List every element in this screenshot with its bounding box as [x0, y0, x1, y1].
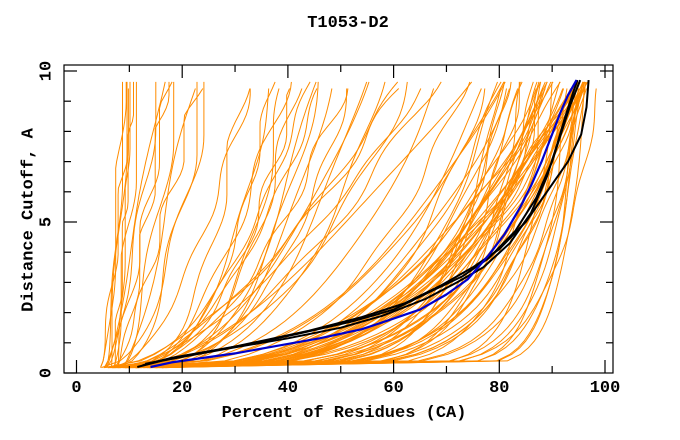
ensemble-curve: [104, 81, 276, 369]
ensemble-curve: [133, 88, 280, 369]
ensemble-curve: [112, 81, 506, 369]
ensemble-curve: [112, 88, 348, 369]
ensemble-curve: [107, 81, 408, 369]
ensemble-curve: [100, 88, 129, 368]
y-tick-label: 10: [37, 60, 57, 82]
ensemble-curve: [114, 81, 134, 368]
ensemble-curve: [130, 81, 442, 369]
ensemble-curve: [159, 81, 577, 369]
x-tick-label: 20: [171, 379, 193, 398]
ensemble-curve: [106, 81, 173, 368]
ensemble-curve: [120, 88, 303, 369]
reference-curve-3: [145, 80, 590, 365]
x-tick-label: 0: [71, 379, 82, 398]
ensemble-curve: [114, 81, 581, 369]
ensemble-curve: [114, 81, 542, 369]
ensemble-curve: [108, 88, 291, 369]
ensemble-curve: [118, 81, 368, 369]
x-axis-label: Percent of Residues (CA): [221, 404, 467, 423]
ensemble-curve: [118, 81, 198, 369]
ensemble-curve: [135, 81, 473, 369]
ensemble-curve: [100, 81, 127, 368]
ensemble-curve: [122, 81, 399, 369]
ensemble-curve: [145, 81, 534, 369]
ensemble-curve: [117, 81, 170, 368]
ensemble-curve: [104, 81, 123, 368]
ensemble-curve: [101, 81, 205, 369]
y-axis-label: Distance Cutoff, A: [19, 128, 39, 312]
ensemble-curve: [114, 88, 251, 369]
ensemble-curve: [145, 81, 319, 369]
ensemble-curve: [138, 81, 471, 369]
ensemble-curve: [114, 88, 204, 368]
best-model-curve: [150, 79, 578, 369]
x-tick-label: 60: [383, 379, 404, 398]
ensemble-curve: [120, 88, 270, 369]
y-tick-label: 5: [37, 216, 57, 228]
ensemble-curve: [136, 81, 521, 369]
ensemble-curve: [116, 81, 505, 369]
ensemble-curve: [122, 88, 196, 368]
plot-frame: [63, 64, 614, 374]
ensemble-curve: [140, 81, 292, 369]
ensemble-curve: [113, 88, 251, 369]
ensemble-curve: [136, 88, 597, 369]
y-tick-label: 0: [37, 367, 57, 379]
ensemble-curve: [114, 88, 482, 369]
ensemble-curve: [110, 88, 435, 369]
ensemble-curve: [155, 88, 579, 369]
x-tick-label: 100: [589, 379, 621, 398]
ensemble-curve: [143, 81, 552, 369]
ensemble-curve: [135, 81, 386, 369]
ensemble-curve: [134, 88, 349, 369]
ensemble-curve: [139, 81, 317, 369]
ensemble-curve: [125, 81, 553, 369]
ensemble-curve: [119, 81, 175, 368]
x-tick-label: 40: [277, 379, 299, 398]
ensemble-curve: [159, 81, 520, 369]
ensemble-curve: [139, 88, 546, 369]
ensemble-curve: [110, 81, 128, 368]
ensemble-curve: [127, 81, 576, 369]
ensemble-curve: [161, 81, 541, 369]
ensemble-curve: [123, 88, 544, 369]
ensemble-curve: [127, 81, 505, 369]
ensemble-curve: [131, 81, 586, 369]
ensemble-curve: [161, 81, 584, 369]
ensemble-curve: [111, 81, 370, 369]
chart-title: T1053-D2: [307, 14, 389, 33]
ensemble-curve: [103, 81, 311, 369]
ensemble-curve: [140, 88, 577, 369]
ensemble-curve: [156, 81, 512, 369]
ensemble-curve: [135, 81, 498, 369]
ensemble-curve: [113, 88, 575, 369]
x-tick-label: 80: [489, 379, 510, 398]
ensemble-curve: [106, 81, 166, 368]
